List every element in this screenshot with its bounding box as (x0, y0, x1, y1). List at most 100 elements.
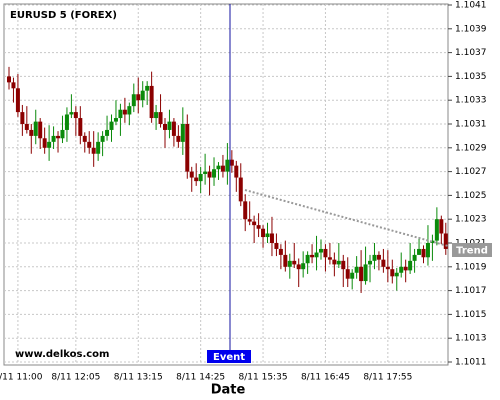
candle-body (87, 141, 92, 148)
candle-body (15, 88, 20, 113)
candle-body (20, 112, 25, 124)
candle-body (176, 135, 181, 142)
y-tick-label: 1.1041 (455, 1, 487, 11)
candle-body (69, 112, 74, 115)
candle-body (274, 243, 279, 249)
y-tick-label: 1.1033 (455, 96, 487, 106)
candle-body (394, 272, 399, 277)
candle-body (198, 173, 203, 182)
candle-body (261, 228, 266, 238)
candle-body (220, 165, 225, 172)
candle-body (430, 240, 435, 243)
candle-body (385, 266, 390, 270)
candle-body (109, 121, 114, 130)
candle-body (323, 248, 328, 258)
candle-body (91, 147, 96, 154)
candle-body (318, 248, 323, 253)
candle-body (332, 259, 337, 265)
candles (7, 66, 448, 293)
y-tick-label: 1.1025 (455, 191, 487, 201)
y-tick-label: 1.1015 (455, 310, 487, 320)
candle-body (372, 254, 377, 261)
candle-body (256, 225, 261, 229)
candle-body (78, 118, 83, 136)
candle-body (363, 264, 368, 282)
candle-body (399, 266, 404, 273)
grid (4, 4, 448, 365)
candle-body (376, 254, 381, 260)
candle-body (287, 260, 292, 267)
candle-body (167, 121, 172, 130)
y-tick-label: 1.1039 (455, 24, 487, 34)
candle-body (238, 177, 243, 202)
candle-body (100, 135, 105, 142)
candle-body (82, 135, 87, 142)
candle-body (212, 169, 217, 178)
candle-body (73, 112, 78, 119)
x-tick-label: 8/11 13:15 (114, 373, 163, 383)
candle-body (127, 106, 132, 115)
candle-body (38, 121, 43, 139)
candle-body (368, 260, 373, 265)
y-tick-label: 1.1035 (455, 72, 487, 82)
candle-body (51, 135, 56, 142)
candle-body (354, 266, 359, 273)
candle-body (350, 272, 355, 279)
candle-body (47, 141, 52, 148)
candle-body (252, 221, 257, 226)
candle-body (56, 135, 61, 139)
candle-body (105, 129, 110, 136)
candle-body (243, 201, 248, 220)
candle-body (216, 165, 221, 170)
candle-body (118, 109, 123, 119)
candle-body (207, 171, 212, 178)
y-tick-label: 1.1019 (455, 262, 487, 272)
y-tick-label: 1.1031 (455, 120, 487, 130)
candle-body (425, 243, 430, 258)
candle-body (327, 257, 332, 260)
y-tick-label: 1.1037 (455, 48, 487, 58)
candle-body (96, 141, 101, 154)
watermark: www.delkos.com (15, 349, 109, 360)
candle-body (194, 177, 199, 182)
chart-title: EURUSD 5 (FOREX) (10, 10, 117, 21)
candle-body (149, 85, 154, 119)
y-tick-label: 1.1013 (455, 334, 487, 344)
candle-body (122, 109, 127, 115)
x-tick-label: 8/11 11:00 (0, 373, 43, 383)
y-axis: 1.10111.10131.10151.10171.10191.10211.10… (448, 1, 487, 368)
x-tick-label: 8/11 15:35 (239, 373, 288, 383)
x-tick-label: 8/11 14:25 (176, 373, 225, 383)
candle-body (265, 233, 270, 238)
candle-body (412, 254, 417, 261)
candle-body (11, 82, 16, 89)
candle-body (145, 85, 150, 91)
trend-label: Trend (456, 246, 488, 257)
candle-body (403, 266, 408, 271)
candle-body (33, 121, 38, 136)
candle-body (314, 252, 319, 258)
candle-body (60, 129, 65, 139)
candle-body (296, 264, 301, 270)
candle-body (64, 114, 69, 130)
candle-body (336, 260, 341, 265)
candle-body (229, 159, 234, 166)
candle-body (381, 259, 386, 267)
candle-body (408, 260, 413, 271)
candle-body (278, 248, 283, 255)
candle-body (234, 165, 239, 178)
candle-body (140, 90, 145, 101)
candle-body (113, 118, 118, 122)
y-tick-label: 1.1029 (455, 143, 487, 153)
candle-body (154, 112, 159, 119)
candle-body (189, 171, 194, 178)
candle-body (310, 254, 315, 258)
y-tick-label: 1.1011 (455, 358, 487, 368)
candle-body (162, 124, 167, 130)
candle-body (136, 94, 141, 101)
candle-body (359, 266, 364, 282)
candle-body (434, 219, 439, 241)
x-tick-label: 8/11 12:05 (51, 373, 100, 383)
candle-body (269, 233, 274, 243)
candle-body (7, 76, 11, 83)
